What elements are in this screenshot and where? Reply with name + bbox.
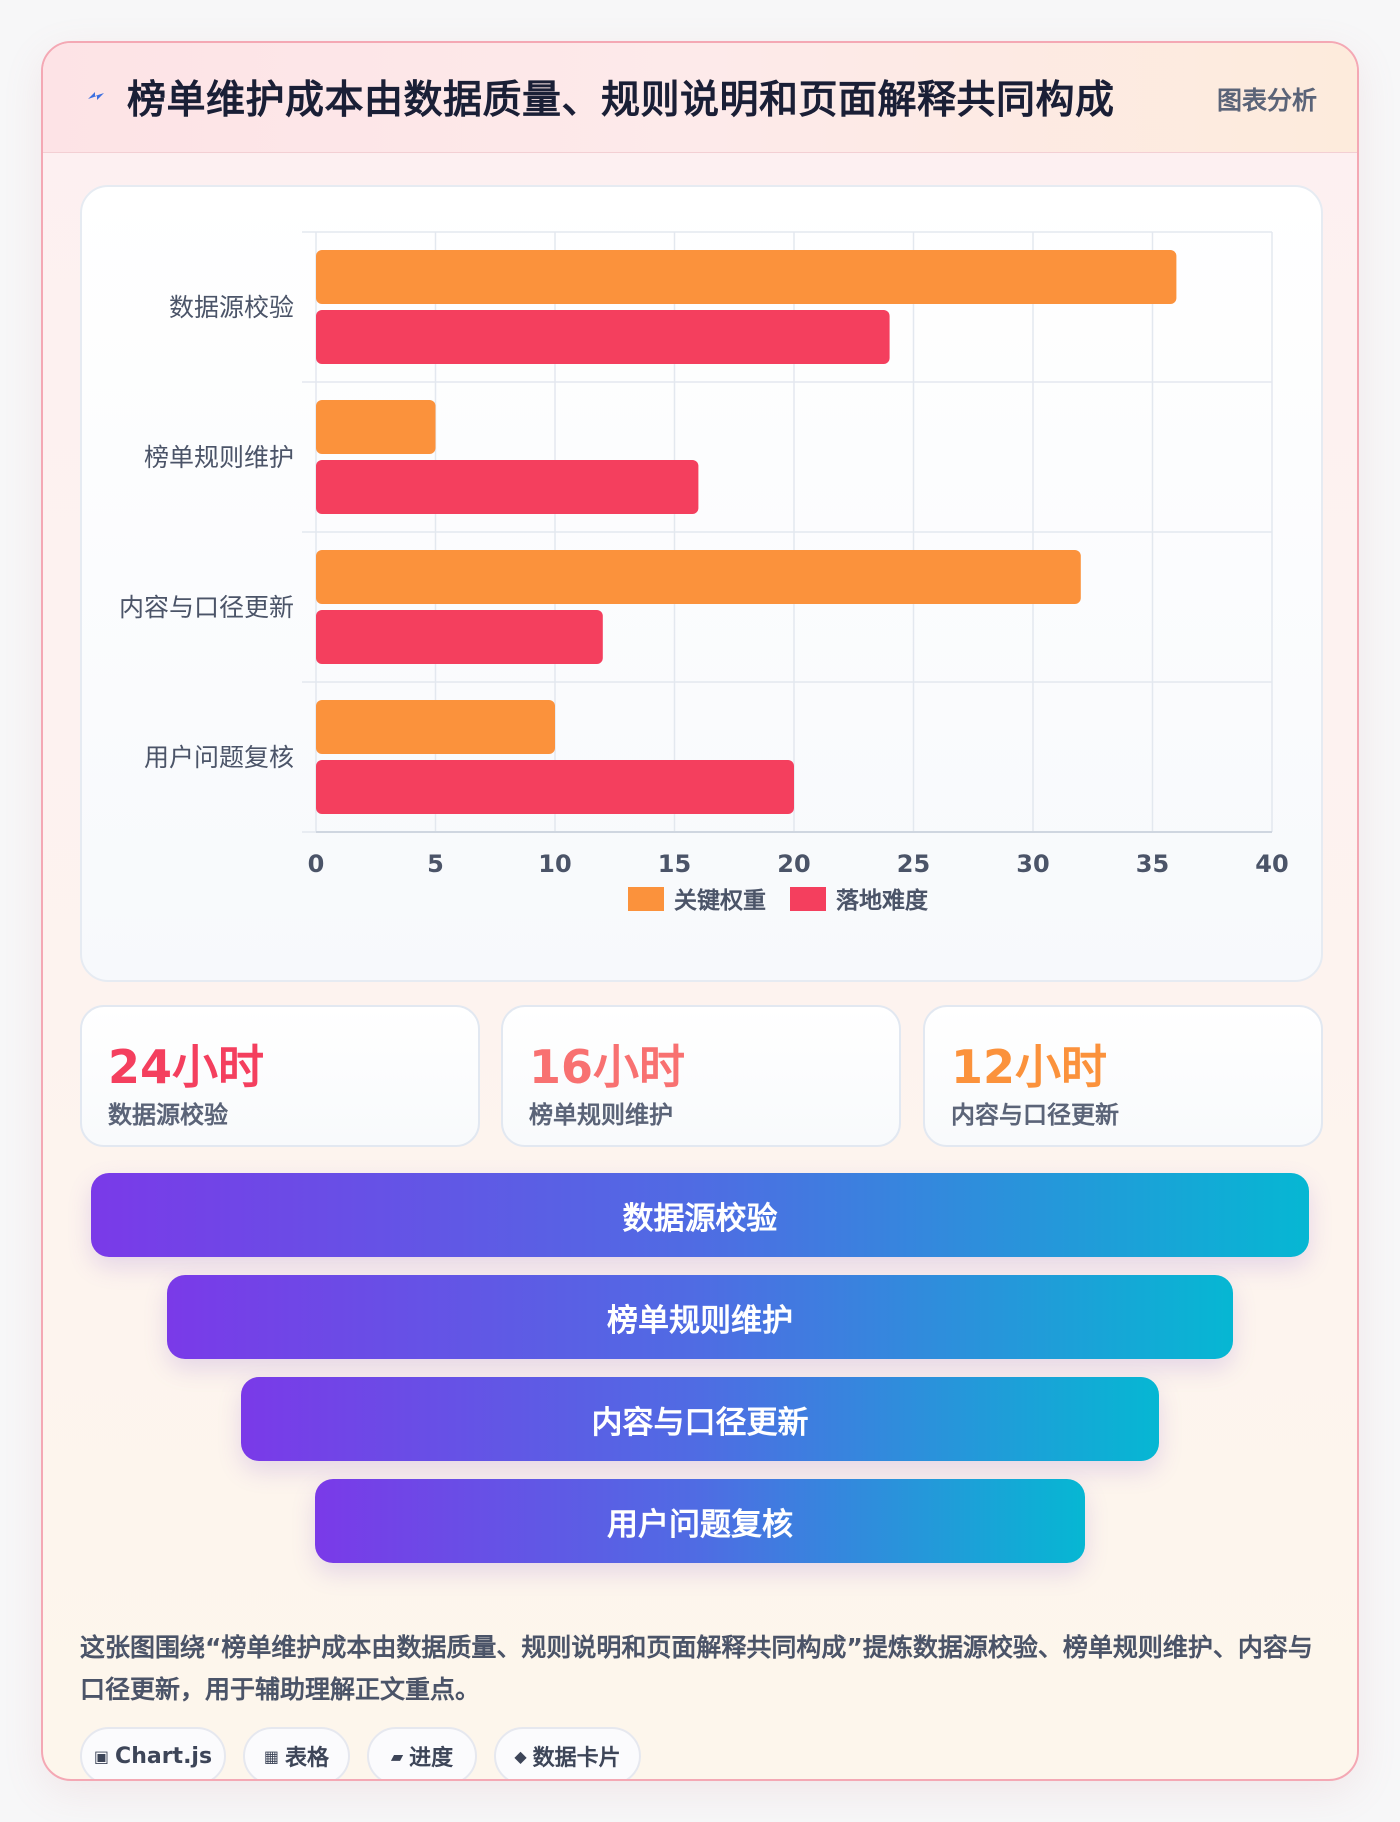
chart-analysis-tag: 图表分析 bbox=[1216, 86, 1317, 115]
bar-weight bbox=[316, 700, 555, 754]
chart-title: 榜单维护成本由数据质量、规则说明和页面解释共同构成 bbox=[127, 78, 1115, 123]
stat-card: 16小时 榜单规则维护 bbox=[501, 1005, 901, 1147]
bar-weight bbox=[316, 400, 436, 454]
chip-chartjs[interactable]: ▣ Chart.js bbox=[80, 1727, 226, 1779]
chip-label: 数据卡片 bbox=[532, 1746, 621, 1771]
x-tick-label: 40 bbox=[1255, 850, 1288, 878]
chip-progress[interactable]: ▰ 进度 bbox=[367, 1727, 477, 1779]
x-tick-label: 0 bbox=[308, 850, 325, 878]
chart-description: 这张图围绕“榜单维护成本由数据质量、规则说明和页面解释共同构成”提炼数据源校验、… bbox=[80, 1633, 1313, 1704]
stat-label: 数据源校验 bbox=[108, 1101, 228, 1129]
chart-card: 榜单维护成本由数据质量、规则说明和页面解释共同构成 图表分析 数据源校验榜单规则… bbox=[41, 41, 1359, 1781]
x-tick-label: 15 bbox=[658, 850, 691, 878]
funnel-step: 用户问题复核 bbox=[315, 1479, 1085, 1563]
x-tick-label: 20 bbox=[777, 850, 810, 878]
stat-card: 12小时 内容与口径更新 bbox=[923, 1005, 1323, 1147]
stat-value: 16小时 bbox=[529, 1040, 686, 1094]
stat-value: 24小时 bbox=[108, 1040, 265, 1094]
stat-label: 内容与口径更新 bbox=[951, 1101, 1119, 1129]
chart-icon: ▣ bbox=[93, 1746, 110, 1766]
y-tick-label: 数据源校验 bbox=[169, 293, 294, 322]
bar-weight bbox=[316, 250, 1177, 304]
y-tick-label: 用户问题复核 bbox=[144, 743, 294, 772]
bar-difficulty bbox=[316, 610, 603, 664]
chip-label: Chart.js bbox=[115, 1743, 213, 1769]
legend-swatch bbox=[628, 887, 664, 911]
legend-swatch bbox=[790, 887, 826, 911]
legend-label: 落地难度 bbox=[836, 887, 929, 914]
card-header: 榜单维护成本由数据质量、规则说明和页面解释共同构成 图表分析 bbox=[43, 43, 1357, 153]
x-tick-label: 35 bbox=[1136, 850, 1169, 878]
bar-difficulty bbox=[316, 760, 794, 814]
funnel-step: 内容与口径更新 bbox=[241, 1377, 1159, 1461]
x-tick-label: 10 bbox=[538, 850, 571, 878]
bar-difficulty bbox=[316, 310, 890, 364]
data-card-icon: ◆ bbox=[514, 1746, 527, 1766]
stat-card: 24小时 数据源校验 bbox=[80, 1005, 480, 1147]
x-tick-label: 30 bbox=[1016, 850, 1049, 878]
bar-difficulty bbox=[316, 460, 699, 514]
stat-label: 榜单规则维护 bbox=[529, 1101, 673, 1129]
funnel-step: 数据源校验 bbox=[91, 1173, 1309, 1257]
stat-cards: 24小时 数据源校验 16小时 榜单规则维护 12小时 内容与口径更新 bbox=[80, 1005, 1323, 1147]
x-tick-label: 5 bbox=[427, 850, 444, 878]
chip-label: 进度 bbox=[409, 1746, 454, 1771]
legend-label: 关键权重 bbox=[674, 887, 766, 914]
y-tick-label: 榜单规则维护 bbox=[144, 443, 294, 472]
stat-value: 12小时 bbox=[951, 1040, 1108, 1094]
progress-icon: ▰ bbox=[390, 1746, 404, 1766]
chip-label: 表格 bbox=[285, 1746, 330, 1771]
y-tick-label: 内容与口径更新 bbox=[119, 593, 294, 622]
lightning-bolt-icon bbox=[88, 92, 104, 100]
funnel-step: 榜单规则维护 bbox=[167, 1275, 1233, 1359]
bar-weight bbox=[316, 550, 1081, 604]
chip-table[interactable]: ▦ 表格 bbox=[243, 1727, 350, 1779]
table-icon: ▦ bbox=[263, 1746, 280, 1766]
x-tick-label: 25 bbox=[897, 850, 930, 878]
bar-chart-panel: 数据源校验榜单规则维护内容与口径更新用户问题复核 0 5 10 15 20 25 30 35 40… bbox=[80, 185, 1323, 982]
chip-data-card[interactable]: ◆ 数据卡片 bbox=[494, 1727, 641, 1779]
